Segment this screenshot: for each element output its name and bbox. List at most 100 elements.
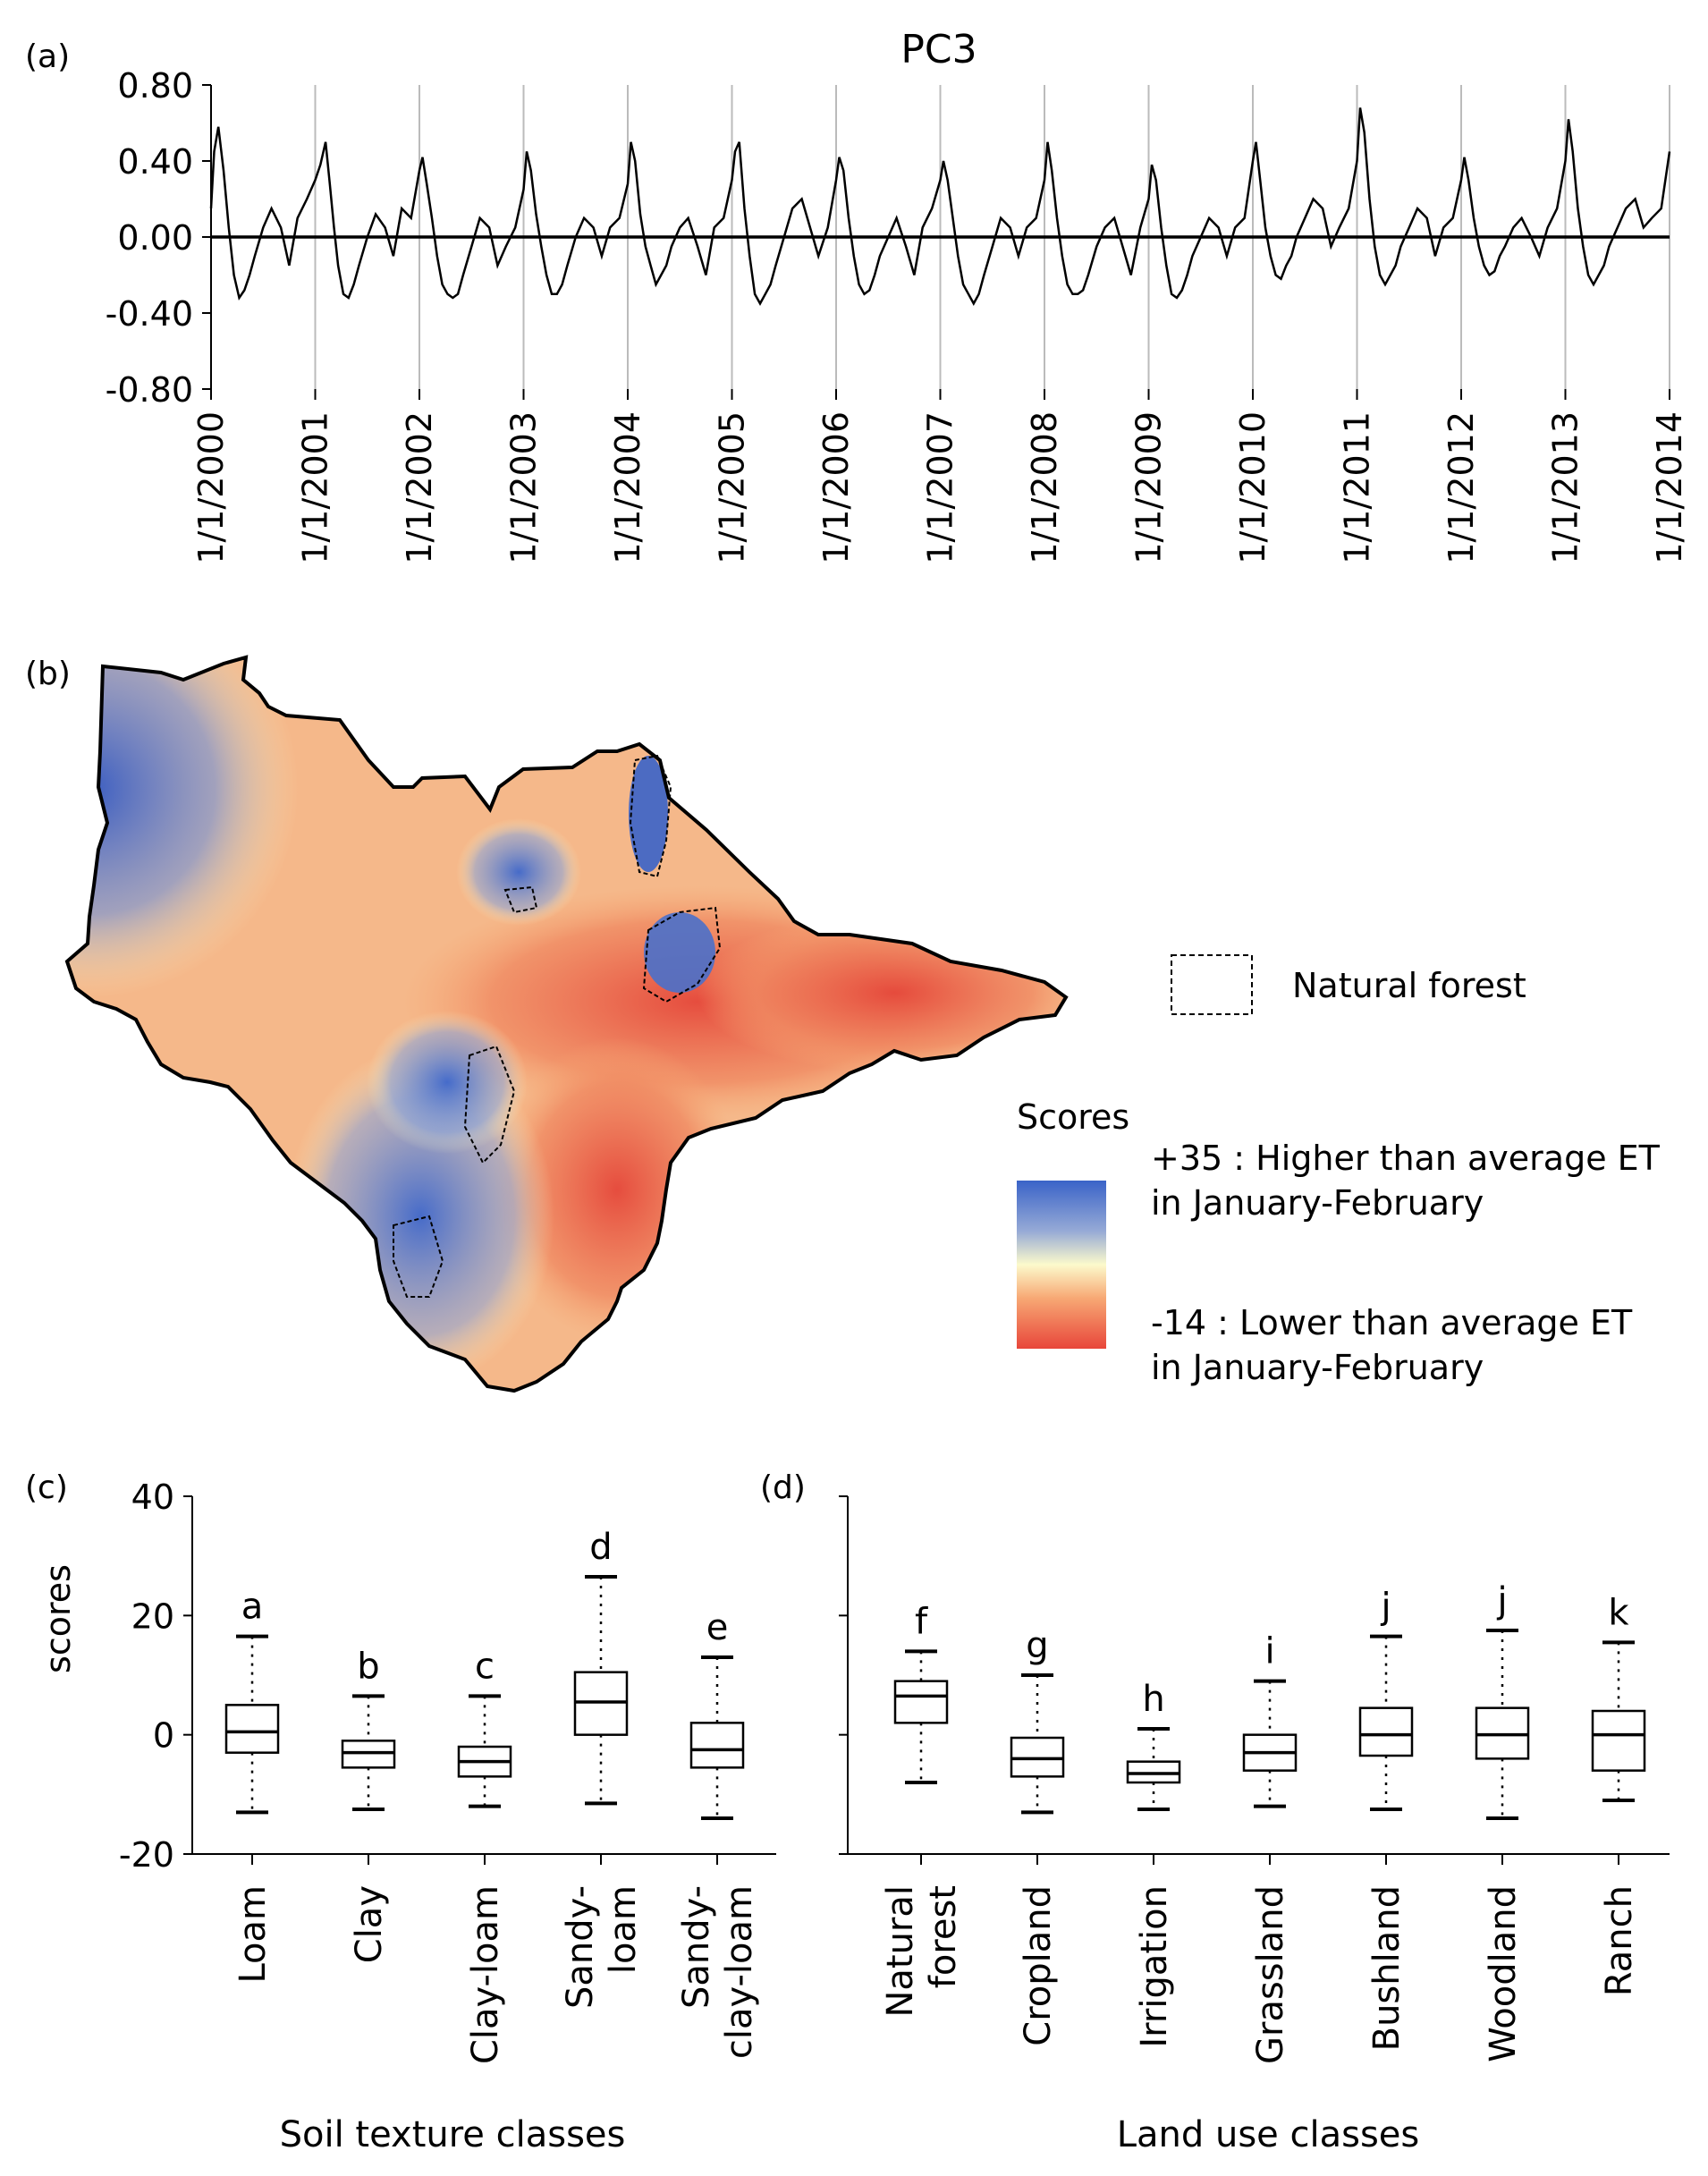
significance-letter: h: [1142, 1679, 1164, 1720]
category-label: clay-loam: [719, 1885, 760, 2059]
significance-letter: a: [241, 1587, 264, 1628]
forest-outline-1: [629, 754, 672, 878]
map-north-blue-zone: [456, 818, 581, 926]
colorbar-min-sublabel: in January-February: [1151, 1348, 1484, 1387]
map-legend: Natural forest Scores +35 : Higher than …: [1017, 954, 1661, 1387]
boxplot: h: [1126, 1679, 1181, 1811]
category-label: Sandy-: [676, 1885, 717, 2009]
y-tick-label: 20: [131, 1596, 174, 1636]
panel-a-x-tick-label: 1/1/2001: [296, 411, 335, 564]
boxplot: e: [689, 1607, 745, 1820]
category-label: loam: [603, 1885, 644, 1974]
panel-d-x-axis-label: Land use classes: [1117, 2114, 1420, 2155]
panel-c-boxplots: a b c d e: [224, 1527, 745, 1820]
panel-d-boxplots: f g h i j j k: [893, 1580, 1646, 1820]
significance-letter: c: [475, 1646, 495, 1687]
colorbar: [1017, 1181, 1106, 1349]
panel-d-y-ticks: [839, 1495, 848, 1855]
panel-a-x-tick-label: 1/1/2004: [608, 411, 647, 564]
map-forest-blue-patch-1: [629, 756, 668, 872]
panel-a-y-tick-label: 0.40: [117, 142, 193, 182]
colorbar-title: Scores: [1017, 1097, 1129, 1137]
panel-a-label: (a): [25, 38, 70, 75]
boxplot: k: [1591, 1592, 1646, 1802]
panel-a-x-tick-label: 1/1/2013: [1546, 411, 1585, 564]
category-label: Cropland: [1018, 1885, 1059, 2046]
significance-letter: j: [1380, 1587, 1391, 1628]
boxplot: f: [893, 1601, 949, 1784]
panel-a-x-tick-label: 1/1/2005: [713, 411, 752, 564]
panel-a-x-tick-label: 1/1/2003: [504, 411, 544, 564]
category-label: Natural: [880, 1885, 921, 2018]
panel-a-y-tick-label: -0.80: [106, 370, 193, 410]
category-label: Ranch: [1599, 1885, 1640, 1996]
category-label: Clay-loam: [465, 1885, 506, 2064]
box-iqr: [224, 1704, 280, 1754]
box-iqr: [1358, 1706, 1414, 1757]
significance-letter: g: [1026, 1625, 1048, 1666]
panel-c-y-axis-label: scores: [38, 1564, 78, 1673]
colorbar-max-label: +35 : Higher than average ET: [1151, 1139, 1661, 1178]
forest-outline-5: [503, 885, 538, 914]
boxplot: j: [1358, 1587, 1414, 1811]
y-tick-label: 40: [131, 1477, 174, 1517]
significance-letter: i: [1264, 1631, 1274, 1672]
panel-a-y-tick-label: 0.80: [117, 66, 193, 106]
panel-a-x-tick-label: 1/1/2011: [1338, 411, 1377, 564]
significance-letter: k: [1608, 1592, 1629, 1633]
boxplot: b: [341, 1646, 396, 1811]
panel-a-x-tick-label: 1/1/2006: [816, 411, 856, 564]
panel-d-label: (d): [760, 1469, 806, 1506]
panel-a-x-tick-label: 1/1/2010: [1233, 411, 1273, 564]
boxplot: d: [573, 1527, 629, 1806]
significance-letter: e: [706, 1607, 729, 1648]
significance-letter: f: [915, 1601, 928, 1642]
boxplot: i: [1242, 1631, 1298, 1808]
significance-letter: d: [589, 1527, 612, 1568]
boxplot: g: [1010, 1625, 1065, 1815]
category-label: forest: [923, 1885, 964, 1988]
panel-c-label: (c): [25, 1469, 68, 1506]
box-iqr: [1591, 1709, 1646, 1772]
category-label: Woodland: [1483, 1885, 1524, 2062]
panel-a-x-tick-label: 1/1/2007: [921, 411, 960, 564]
category-label: Clay: [349, 1885, 390, 1963]
category-label: Loam: [233, 1885, 274, 1984]
panel-a-x-tick-label: 1/1/2012: [1442, 411, 1481, 564]
boxplot: c: [457, 1646, 512, 1808]
category-label: Irrigation: [1134, 1885, 1175, 2048]
panel-a-y-tick-label: -0.40: [106, 294, 193, 334]
category-label: Sandy-: [560, 1885, 601, 2009]
box-iqr: [689, 1722, 745, 1769]
panel-c: (c) scores 40 20 0 -20 a b c d e Loam Clay Clay-l…: [25, 1469, 776, 2155]
boxplot: a: [224, 1587, 280, 1815]
panel-c-y-ticks: 40 20 0 -20: [119, 1477, 192, 1875]
panel-d-category-labels: Natural forest Cropland Irrigation Grassland…: [880, 1854, 1640, 2064]
panel-c-category-labels: Loam Clay Clay-loam Sandy-loam Sandy-clay-lo…: [233, 1854, 760, 2064]
panel-a-x-tick-label: 1/1/2002: [400, 411, 439, 564]
panel-b-label: (b): [25, 656, 71, 692]
colorbar-max-sublabel: in January-February: [1151, 1183, 1484, 1223]
significance-letter: b: [357, 1646, 379, 1687]
panel-a-x-tick-label: 1/1/2008: [1025, 411, 1064, 564]
panel-a-y-ticks: 0.80 0.40 0.00 -0.40 -0.80: [106, 66, 211, 410]
panel-a-x-tick-label: 1/1/2009: [1129, 411, 1169, 564]
panel-a-y-tick-label: 0.00: [117, 218, 193, 258]
panel-c-x-axis-label: Soil texture classes: [280, 2114, 626, 2155]
map-forest-blue-patch-2: [644, 912, 715, 993]
panel-a-pc3-series-line: [209, 107, 1671, 307]
forest-outline-4: [393, 1215, 444, 1298]
natural-forest-legend-label: Natural forest: [1292, 966, 1526, 1005]
colorbar-min-label: -14 : Lower than average ET: [1151, 1303, 1633, 1342]
panel-d: (d) f g h i j j k Natural forest Cropland Irrigat…: [760, 1469, 1670, 2155]
y-tick-label: -20: [119, 1835, 174, 1875]
forest-outline-3: [463, 1045, 516, 1164]
panel-a: (a) PC3 0.800.400.00-0.40-0.80 1/1/2000 1…: [25, 27, 1689, 564]
panel-a-x-ticks: 1/1/2000 1/1/2001 1/1/2002 1/1/2003 1/1/2004…: [191, 389, 1689, 564]
box-iqr: [893, 1680, 949, 1724]
significance-letter: j: [1496, 1580, 1507, 1621]
y-tick-label: 0: [153, 1716, 174, 1756]
panel-a-x-tick-label: 1/1/2014: [1650, 411, 1689, 564]
basin-map: [64, 655, 1069, 1393]
